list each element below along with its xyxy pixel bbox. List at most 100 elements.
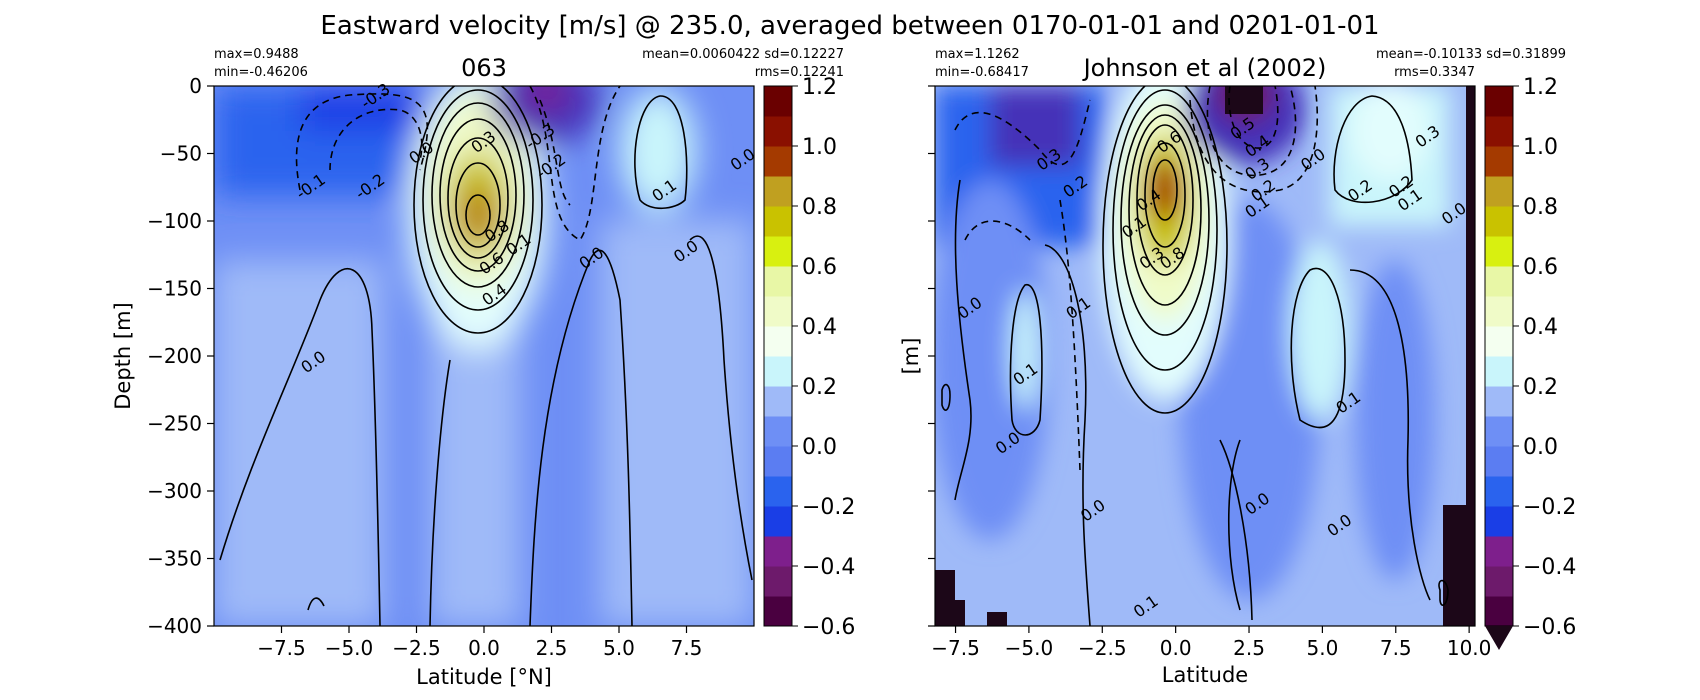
x-tick-label: 2.5 xyxy=(1233,636,1265,660)
panel2-contour-lines xyxy=(941,86,1449,626)
panel1-fill-north-weak xyxy=(600,220,754,626)
colorbar-band xyxy=(1485,596,1513,627)
panel2-contour-euc-0.0 xyxy=(1102,86,1228,414)
panel1-fill-surface-west-strong xyxy=(300,86,420,131)
colorbar-band xyxy=(1485,476,1513,507)
panel2-contour-zero-west-b xyxy=(1044,244,1091,626)
panel2-contour-zero-east xyxy=(1349,269,1431,601)
panel2-contour-north-jet xyxy=(1333,95,1413,204)
panel1-fill-north-jet xyxy=(620,88,696,212)
panel2-contour-north-dashed-b xyxy=(1228,86,1279,149)
colorbar-band xyxy=(764,116,792,147)
colorbar-extend-arrow xyxy=(1485,626,1513,650)
x-tick-label: −7.5 xyxy=(257,636,306,660)
panel1-contour-zero-south-b xyxy=(429,359,451,626)
colorbar-tick-label: 0.4 xyxy=(1523,315,1558,340)
panel1-stat-rms: rms=0.12241 xyxy=(755,65,844,80)
colorbar-band xyxy=(764,146,792,177)
panel2-stat-mean-sd: mean=-0.10133 sd=0.31899 xyxy=(1376,47,1566,62)
panel1-title: 063 xyxy=(461,54,507,82)
colorbar-tick-label: 1.0 xyxy=(802,135,837,160)
panel1-xlabel: Latitude [°N] xyxy=(416,665,552,689)
panel1-contour-euc-0.4 xyxy=(447,137,509,259)
panel2-contour-mid-eastward xyxy=(1290,267,1346,429)
colorbar-tick-label: −0.2 xyxy=(1523,495,1576,520)
colorbar-tick-label: 0.8 xyxy=(802,195,837,220)
x-tick-label: 7.5 xyxy=(671,636,703,660)
panel1-contour-zero-south xyxy=(219,268,381,626)
panel2-contour-euc-0.1 xyxy=(1112,89,1218,371)
panel1-plot-area xyxy=(214,86,754,626)
panel1-colorbar: 1.2 1.0 0.8 0.6 0.4 0.2 0.0 −0.2 −0.4 −0.6 xyxy=(763,75,855,640)
panel2-fill-north-jet xyxy=(1350,86,1430,180)
panel1-contour-minus0.1 xyxy=(295,93,429,191)
y-tick-label: −100 xyxy=(147,209,202,233)
panel2-fill-east-edge xyxy=(1466,86,1475,506)
colorbar-tick-label: 1.2 xyxy=(802,75,837,100)
panel2-contour-euc-0.4 xyxy=(1136,124,1194,276)
colorbar-band xyxy=(1485,206,1513,237)
colorbar-tick-label: −0.6 xyxy=(1523,615,1576,640)
panel1-fill-south-weak xyxy=(214,260,384,626)
colorbar-band xyxy=(764,536,792,567)
panel1-stat-min: min=-0.46206 xyxy=(214,65,308,80)
panel2-contour-small-west xyxy=(941,383,951,411)
colorbar-band xyxy=(1485,566,1513,597)
panel2-fill-jet-peak xyxy=(1225,86,1263,114)
panel1-contour-minus-east-inner xyxy=(539,99,571,206)
figure-suptitle: Eastward velocity [m/s] @ 235.0, average… xyxy=(320,11,1379,41)
colorbar-band xyxy=(1485,116,1513,147)
colorbar-band xyxy=(1485,296,1513,327)
colorbar-tick-label: 1.2 xyxy=(1523,75,1558,100)
colorbar-band xyxy=(1485,356,1513,387)
colorbar-band xyxy=(1485,416,1513,447)
y-tick-label: −150 xyxy=(147,277,202,301)
y-tick-label: 0 xyxy=(189,74,202,98)
colorbar-tick-label: −0.2 xyxy=(802,495,855,520)
colorbar-band xyxy=(1485,266,1513,297)
panel2-xlabel: Latitude xyxy=(1162,663,1248,687)
colorbar-band xyxy=(1485,506,1513,537)
colorbar-tick-label: −0.6 xyxy=(802,615,855,640)
x-tick-label: −2.5 xyxy=(392,636,441,660)
panel1-contour-lines xyxy=(219,86,753,626)
panel2-fill-deep-west-b xyxy=(955,600,965,626)
y-tick-label: −50 xyxy=(160,142,202,166)
panel2-contour-euc-0.2 xyxy=(1120,104,1210,336)
panel1-contour-euc-0.0 xyxy=(413,86,543,334)
panel1-y-axis: 0 −50 −100 −150 −200 −250 −300 −350 −400 xyxy=(147,74,214,638)
x-tick-label: 0.0 xyxy=(468,636,500,660)
panel1-fill-westward-jet-core xyxy=(524,86,568,110)
colorbar-tick-label: 1.0 xyxy=(1523,135,1558,160)
panel2-contour-small-deep xyxy=(1438,579,1449,606)
panel2-contour-south-eastward xyxy=(1009,284,1043,436)
panel2-fill-west-strong xyxy=(990,86,1080,166)
panel2-contour-euc-0.6 xyxy=(1144,142,1186,248)
y-tick-label: −350 xyxy=(147,547,202,571)
panel2-stat-rms: rms=0.3347 xyxy=(1394,65,1475,80)
x-tick-label: 7.5 xyxy=(1380,636,1412,660)
x-tick-label: −5.0 xyxy=(1005,636,1054,660)
panel2-contour-euc-0.3 xyxy=(1128,114,1202,306)
colorbar-band xyxy=(1485,146,1513,177)
colorbar-band xyxy=(1485,86,1513,117)
y-tick-label: −200 xyxy=(147,344,202,368)
panel2-stat-min: min=-0.68417 xyxy=(935,65,1029,80)
panel2-fill-deep-west-a xyxy=(935,570,955,626)
colorbar-band xyxy=(764,86,792,117)
x-tick-label: −5.0 xyxy=(325,636,374,660)
panel2-ylabel: [m] xyxy=(899,338,923,375)
panel1-contour-euc-0.1 xyxy=(422,89,534,311)
colorbar-band xyxy=(764,206,792,237)
x-tick-label: −2.5 xyxy=(1078,636,1127,660)
colorbar-tick-label: 0.0 xyxy=(802,435,837,460)
colorbar-tick-label: 0.4 xyxy=(802,315,837,340)
panel1-contour-euc-0.2 xyxy=(431,102,525,288)
panel2-plot-area xyxy=(935,86,1475,626)
colorbar-band xyxy=(1485,446,1513,477)
panel2-y-axis xyxy=(928,85,935,627)
colorbar-band xyxy=(764,386,792,417)
y-tick-label: −400 xyxy=(147,614,202,638)
colorbar-band xyxy=(764,476,792,507)
panel2-contour-zero-west xyxy=(954,179,972,501)
